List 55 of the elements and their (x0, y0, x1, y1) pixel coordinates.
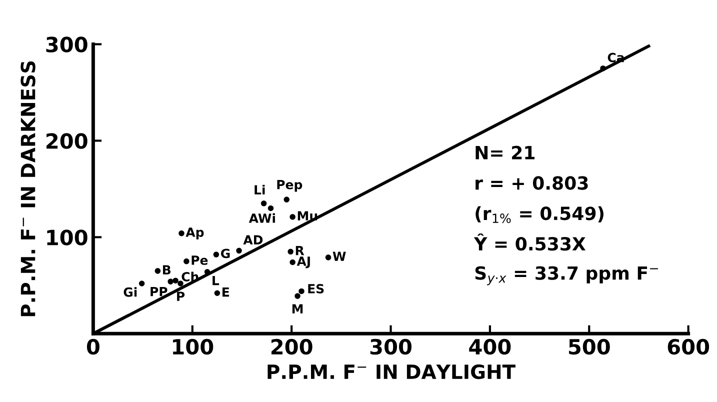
x-tick-label: 500 (569, 338, 610, 355)
point (178, 230, 184, 236)
point (268, 205, 274, 212)
annotation: L (212, 276, 220, 286)
annotation: r = + 0.803 (476, 176, 588, 190)
point (213, 252, 220, 258)
annotation: (r$_{1%}$ = 0.549) (476, 206, 604, 224)
annotation: N= 21 (476, 146, 534, 160)
annotation: P (177, 292, 185, 301)
point (154, 268, 161, 274)
annotation: Li (254, 184, 265, 194)
annotation: Gi (124, 287, 137, 297)
annotation: Pep (277, 180, 302, 192)
annotation: R (296, 246, 304, 256)
point (600, 65, 606, 72)
annotation: E (222, 287, 229, 297)
annotation: B (162, 265, 170, 274)
x-tick-label: 100 (173, 338, 214, 355)
point (260, 200, 267, 206)
point (138, 280, 145, 286)
y-tick-label: 300 (46, 36, 88, 52)
x-tick-label: 400 (469, 338, 511, 355)
x-axis-title: P.P.M. F$^{−}$ IN DAYLIGHT (268, 364, 516, 380)
annotation: M (292, 304, 303, 314)
x-tick-label: 0 (86, 338, 100, 355)
point (178, 280, 184, 286)
point (214, 290, 220, 296)
annotation: Ap (186, 228, 204, 240)
annotation: AWi (248, 213, 275, 223)
x-tick-label: 600 (668, 338, 710, 355)
point (290, 214, 296, 220)
annotation: Ŷ = 0.533X (474, 233, 586, 251)
annotation: W (332, 252, 346, 261)
x-tick-label: 300 (370, 338, 412, 355)
point (284, 196, 290, 202)
point (298, 288, 304, 294)
annotation: Pe (192, 256, 208, 265)
annotation: AJ (296, 256, 310, 268)
point (184, 258, 190, 264)
annotation: AD (243, 235, 263, 244)
annotation: S$_{y·x}$ = 33.7 ppm F$^{−}$ (475, 266, 658, 286)
point (290, 259, 296, 266)
y-tick-label: 100 (47, 230, 88, 246)
x-tick-label: 200 (271, 338, 312, 355)
point (236, 248, 242, 254)
point (288, 248, 294, 255)
y-tick-label: 200 (46, 133, 88, 149)
y-axis-title: P.P.M. F$^{−}$ IN DARKNESS (20, 61, 36, 316)
point (168, 278, 174, 284)
point (294, 293, 300, 299)
annotation: G (220, 248, 230, 258)
point (172, 278, 178, 284)
annotation: ES (308, 284, 324, 294)
annotation: PP (150, 287, 168, 296)
point (325, 254, 332, 260)
